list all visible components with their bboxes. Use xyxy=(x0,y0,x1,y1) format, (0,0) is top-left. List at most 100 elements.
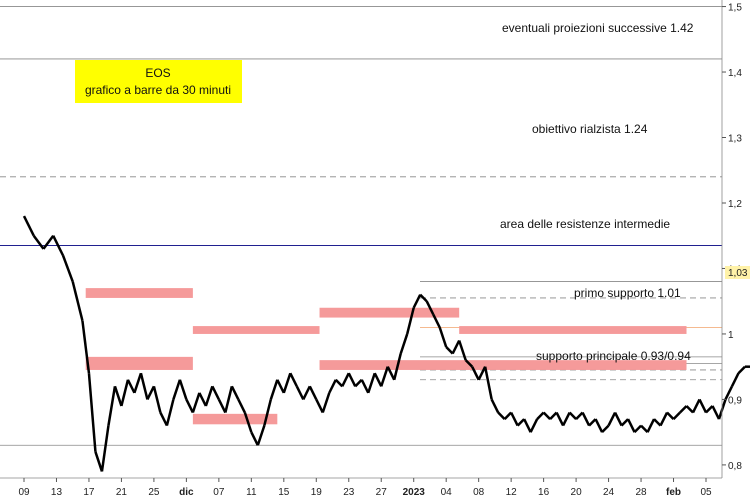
annotation-proiezioni: eventuali proiezioni successive 1.42 xyxy=(502,21,694,35)
price-bar-24 xyxy=(198,392,207,407)
annotation-supporto-principale: supporto principale 0.93/0.94 xyxy=(536,349,691,363)
price-bar-29 xyxy=(230,385,240,400)
x-tick-label-4: 25 xyxy=(148,487,160,498)
price-bar-53 xyxy=(386,366,396,381)
x-tick-label-16: 16 xyxy=(538,487,550,498)
x-tick-label-21: 05 xyxy=(700,487,712,498)
price-bar-73 xyxy=(516,418,526,427)
chart-title: EOS xyxy=(145,66,170,80)
price-bar-75 xyxy=(529,418,539,433)
y-tick-label-4: 1,2 xyxy=(728,199,742,210)
price-bar-13 xyxy=(126,379,136,394)
price-bar-58 xyxy=(419,293,428,303)
resistance-zone-5 xyxy=(319,360,687,370)
x-tick-label-13: 04 xyxy=(441,487,453,498)
price-bar-31 xyxy=(243,412,253,433)
y-tick-label-7: 1,5 xyxy=(728,3,742,14)
price-bar-20 xyxy=(172,379,182,400)
price-bar-5 xyxy=(71,281,84,322)
price-bar-34 xyxy=(263,399,273,426)
price-bar-83 xyxy=(581,411,591,427)
y-axis: 0,80,911,11,21,31,41,5 xyxy=(721,0,742,478)
price-bar-40 xyxy=(302,385,311,400)
price-bar-7 xyxy=(87,373,97,452)
price-bar-93 xyxy=(646,418,656,433)
x-tick-label-0: 09 xyxy=(18,487,30,498)
x-tick-label-12: 2023 xyxy=(403,487,426,498)
price-bar-1 xyxy=(32,234,45,250)
price-bar-85 xyxy=(594,418,604,433)
x-tick-label-14: 08 xyxy=(473,487,485,498)
price-bar-107 xyxy=(737,365,746,375)
price-bar-91 xyxy=(633,424,642,434)
x-tick-label-6: 07 xyxy=(213,487,225,498)
y-tick-label-2: 1 xyxy=(728,330,734,341)
price-bar-84 xyxy=(588,418,597,427)
price-bar-97 xyxy=(672,411,681,420)
price-bar-26 xyxy=(211,385,220,400)
price-bar-4 xyxy=(61,254,74,282)
price-bar-0 xyxy=(22,215,35,237)
title-box: EOS grafico a barre da 30 minuti xyxy=(75,60,242,103)
annotation-resistenze: area delle resistenze intermedie xyxy=(500,217,670,231)
price-bar-65 xyxy=(464,359,474,368)
price-bar-3 xyxy=(52,235,65,256)
price-bar-103 xyxy=(711,405,721,420)
price-bar-39 xyxy=(295,385,305,400)
price-bar-9 xyxy=(100,425,110,472)
price-bar-21 xyxy=(178,379,188,400)
price-bar-87 xyxy=(607,411,617,427)
price-bar-86 xyxy=(601,424,610,434)
price-bar-23 xyxy=(191,392,201,413)
x-axis: 09 13 17 21 25 dic 07 11 15 19 23 27 2023 04 08 12 16 20 2… xyxy=(0,477,722,498)
price-bar-57 xyxy=(412,294,422,309)
price-bar-98 xyxy=(679,405,688,414)
x-tick-label-15: 12 xyxy=(506,487,518,498)
price-bar-42 xyxy=(315,398,324,414)
price-bar-54 xyxy=(393,353,402,381)
price-bar-72 xyxy=(510,411,519,427)
price-bar-105 xyxy=(724,385,734,400)
price-bar-38 xyxy=(289,372,298,387)
x-tick-label-18: 24 xyxy=(603,487,615,498)
resistance-zone-3 xyxy=(459,326,687,334)
price-bar-99 xyxy=(685,405,694,414)
price-bar-80 xyxy=(561,411,571,427)
price-bar-92 xyxy=(640,424,649,434)
y-tick-label-6: 1,4 xyxy=(728,68,742,79)
price-bar-82 xyxy=(575,411,584,420)
price-bar-78 xyxy=(549,411,558,420)
price-bar-79 xyxy=(555,411,565,427)
x-tick-label-8: 15 xyxy=(278,487,290,498)
price-bar-68 xyxy=(483,366,493,400)
x-tick-label-19: 28 xyxy=(635,487,647,498)
price-bar-61 xyxy=(438,327,448,348)
x-tick-label-1: 13 xyxy=(51,487,63,498)
price-bar-81 xyxy=(568,411,577,420)
resistance-zone-4 xyxy=(85,356,193,370)
price-bar-49 xyxy=(360,379,370,394)
x-tick-label-3: 21 xyxy=(116,487,128,498)
price-bar-59 xyxy=(425,300,435,315)
price-bar-16 xyxy=(146,385,156,400)
price-bar-90 xyxy=(626,418,636,433)
price-bar-6 xyxy=(81,320,91,374)
last-price-box xyxy=(725,266,750,279)
price-bar-55 xyxy=(399,333,409,354)
price-bar-74 xyxy=(523,418,532,433)
price-bar-44 xyxy=(328,379,337,394)
price-bar-95 xyxy=(659,411,669,427)
price-bar-67 xyxy=(477,366,487,381)
price-bar-37 xyxy=(282,372,292,394)
x-tick-label-11: 27 xyxy=(376,487,388,498)
resistance-zone-0 xyxy=(85,288,193,298)
price-bar-41 xyxy=(308,385,318,400)
price-bar-62 xyxy=(445,346,454,355)
last-price-marker: 1,03 xyxy=(725,266,750,279)
price-bar-96 xyxy=(666,411,675,420)
price-bar-18 xyxy=(159,411,169,427)
price-bar-51 xyxy=(373,372,383,387)
price-bar-45 xyxy=(334,378,344,388)
price-bar-10 xyxy=(107,386,117,426)
